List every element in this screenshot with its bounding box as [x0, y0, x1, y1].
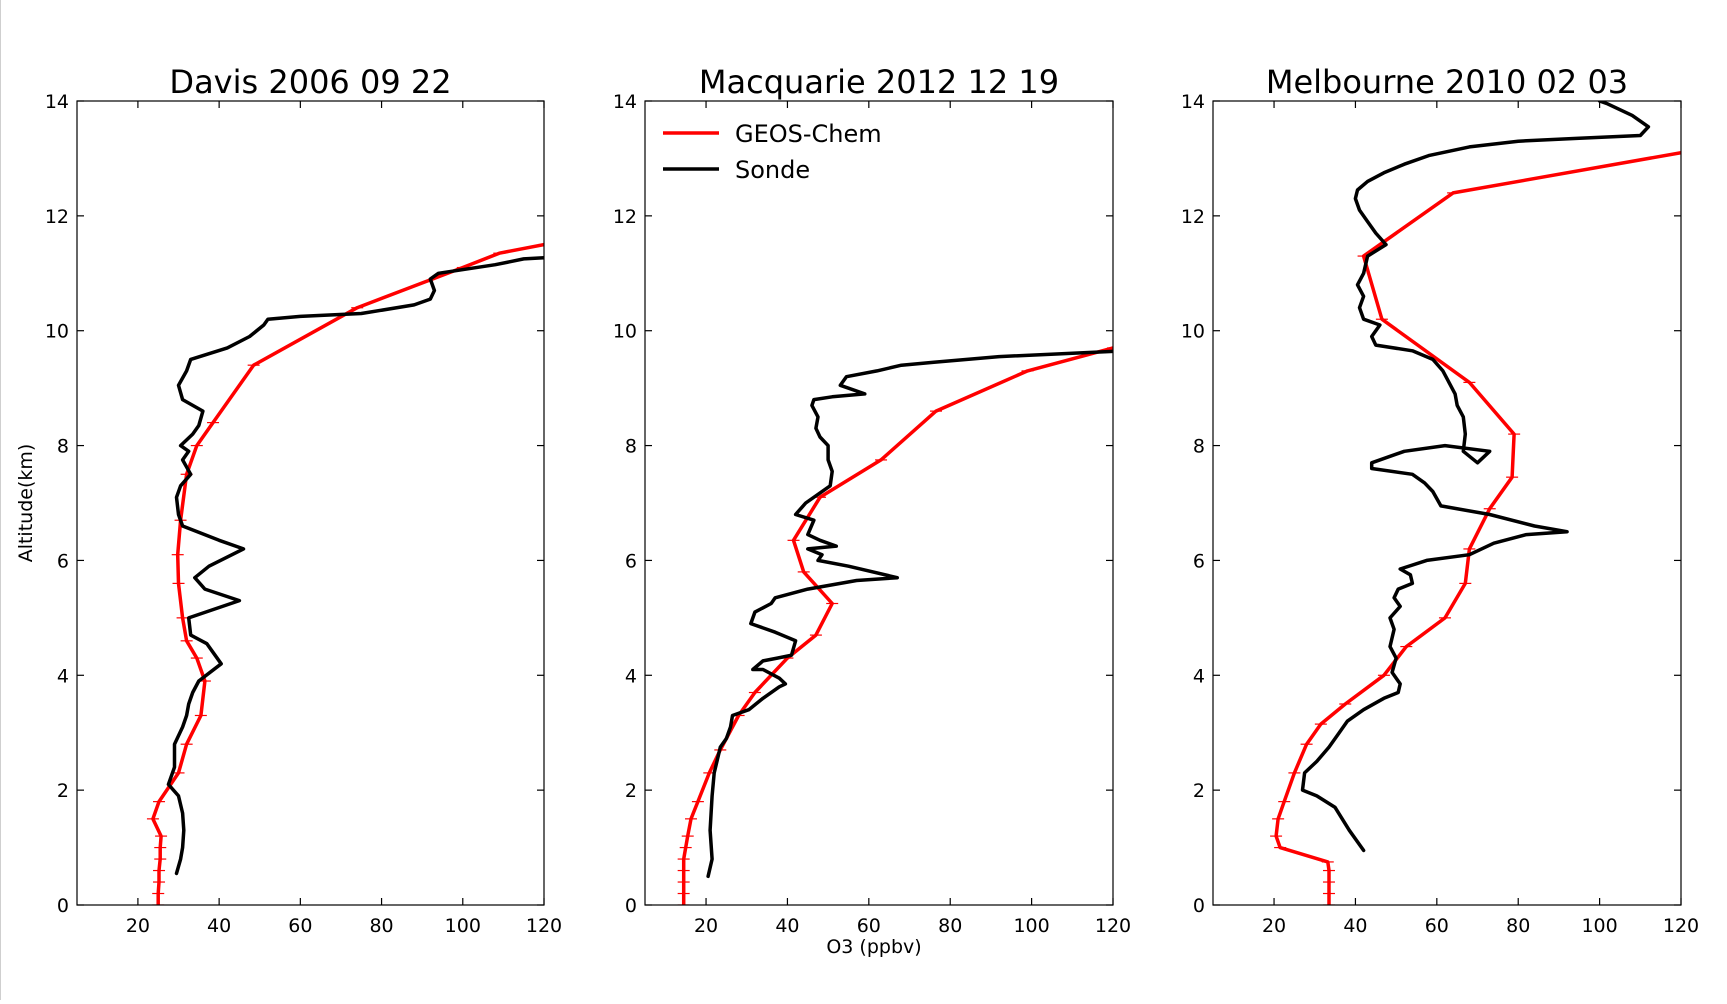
y-tick-label: 10 [45, 321, 69, 343]
x-tick-label: 80 [369, 915, 393, 937]
axes-frame [644, 100, 1114, 906]
y-tick-label: 12 [45, 206, 69, 228]
y-tick-label: 8 [625, 436, 637, 458]
x-tick-label: 80 [1506, 915, 1530, 937]
y-tick-label: 8 [1193, 436, 1205, 458]
x-tick-label: 20 [126, 915, 150, 937]
y-tick-label: 4 [625, 665, 637, 687]
axes-frame [1212, 100, 1682, 906]
series-line-sonde [166, 256, 544, 876]
series-line-sonde [706, 349, 1113, 879]
panel-1: Davis 2006 09 22 20 40 60 80 100 120 0 2 4 6 8 10 12 1… [45, 63, 562, 937]
legend-label-geos-chem: GEOS-Chem [735, 120, 882, 148]
y-tick-label: 12 [1181, 206, 1205, 228]
series-line-geos-chem [151, 242, 544, 905]
x-tick-label: 60 [288, 915, 312, 937]
y-tick-label: 12 [613, 206, 637, 228]
x-tick-label: 60 [857, 915, 881, 937]
panel-title: Melbourne 2010 02 03 [1266, 63, 1628, 101]
series-line-geos-chem [1274, 150, 1681, 905]
x-tick-label: 20 [694, 915, 718, 937]
y-tick-label: 2 [1193, 780, 1205, 802]
x-tick-label: 20 [1262, 915, 1286, 937]
y-tick-label: 2 [57, 780, 69, 802]
y-tick-label: 0 [1193, 895, 1205, 917]
y-tick-label: 8 [57, 436, 69, 458]
x-tick-label: 120 [1095, 915, 1131, 937]
x-tick-label: 120 [1663, 915, 1699, 937]
x-tick-label: 100 [445, 915, 481, 937]
y-tick-label: 14 [1181, 91, 1205, 113]
y-tick-label: 14 [45, 91, 69, 113]
y-tick-label: 4 [1193, 665, 1205, 687]
x-tick-label: 80 [938, 915, 962, 937]
y-tick-label: 6 [625, 550, 637, 572]
x-axis-label: O3 (ppbv) [826, 936, 921, 958]
legend: GEOS-Chem Sonde [663, 120, 882, 184]
axes-frame [76, 100, 545, 906]
y-tick-label: 10 [1181, 321, 1205, 343]
y-tick-label: 6 [1193, 550, 1205, 572]
legend-label-sonde: Sonde [735, 156, 810, 184]
x-tick-label: 40 [207, 915, 231, 937]
y-tick-label: 14 [613, 91, 637, 113]
panel-3: Melbourne 2010 02 03 20 40 60 80 100 120 0 2 4 6 8 1… [1181, 63, 1699, 937]
panel-2: Macquarie 2012 12 19 20 40 60 80 100 120 0 2 4 6 8 1… [613, 63, 1131, 937]
y-tick-label: 10 [613, 321, 637, 343]
y-tick-label: 0 [57, 895, 69, 917]
x-tick-label: 100 [1013, 915, 1049, 937]
panel-title: Davis 2006 09 22 [169, 63, 451, 101]
panel-title: Macquarie 2012 12 19 [699, 63, 1059, 101]
series-line-geos-chem [681, 346, 1113, 905]
x-tick-label: 100 [1581, 915, 1617, 937]
x-tick-label: 40 [1343, 915, 1367, 937]
x-tick-label: 60 [1425, 915, 1449, 937]
y-tick-label: 4 [57, 665, 69, 687]
y-tick-label: 0 [625, 895, 637, 917]
series-line-sonde [1300, 101, 1651, 853]
y-tick-label: 6 [57, 550, 69, 572]
x-tick-label: 120 [526, 915, 562, 937]
y-tick-label: 2 [625, 780, 637, 802]
x-tick-label: 40 [775, 915, 799, 937]
y-axis-label: Altitude(km) [15, 444, 37, 563]
